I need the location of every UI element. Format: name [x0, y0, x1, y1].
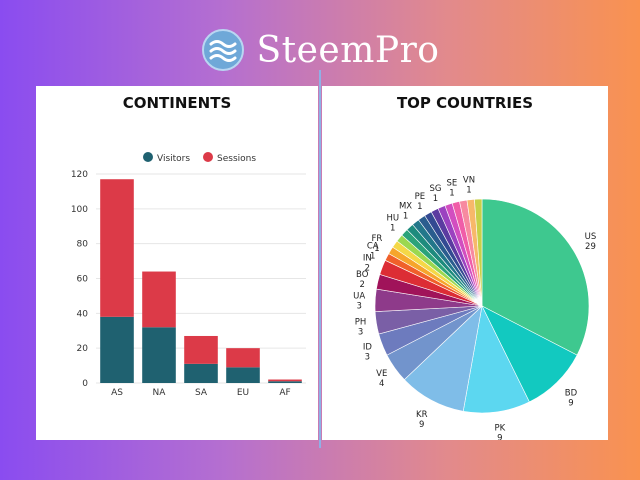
- pie-value-label: 9: [497, 434, 502, 440]
- pie-label: ID: [363, 343, 373, 353]
- x-tick-label: NA: [153, 388, 167, 398]
- pie-label: BD: [565, 389, 578, 399]
- bar-visitors-eu: [226, 367, 260, 383]
- pie-value-label: 3: [356, 301, 361, 311]
- pie-slice: [474, 198, 483, 307]
- pie-value-label: 1: [433, 194, 438, 204]
- pie-value-label: 1: [390, 223, 395, 233]
- legend-label: Visitors: [157, 154, 190, 164]
- bar-sessions-af: [268, 379, 302, 382]
- continents-bar-chart: 0 20 40 60 80 100 120 AS NA SA EU AF Visitors Session…: [71, 152, 306, 398]
- pie-value-label: 1: [449, 189, 454, 199]
- pie-slice-us: [481, 198, 590, 356]
- countries-title: TOP COUNTRIES: [396, 94, 534, 112]
- continents-panel: CONTINENTS 0 20 40 60 80 100 120 AS NA SA EU AF Visi…: [36, 86, 318, 440]
- pie-label: KR: [416, 410, 428, 420]
- legend-label: Sessions: [217, 154, 256, 164]
- pie-label: US: [585, 232, 597, 242]
- y-tick-label: 20: [77, 344, 89, 354]
- pie-label: IN: [363, 253, 372, 263]
- pie-value-label: 9: [568, 399, 573, 409]
- bar-sessions-as: [100, 179, 134, 317]
- pie-value-label: 1: [370, 252, 375, 262]
- pie-label: SE: [447, 179, 458, 189]
- bar-visitors-na: [142, 327, 176, 383]
- pie-value-label: 1: [374, 244, 379, 254]
- pie-label: MX: [399, 202, 412, 212]
- pie-label: PK: [495, 424, 506, 434]
- panel-divider: [319, 70, 321, 448]
- continents-title: CONTINENTS: [122, 94, 232, 112]
- pie-value-label: 4: [379, 379, 384, 389]
- pie-label: CA: [367, 242, 379, 252]
- x-tick-label: EU: [237, 388, 249, 398]
- bar-visitors-sa: [184, 363, 218, 383]
- steempro-logo-icon: [201, 29, 244, 71]
- pie-label: PE: [415, 192, 426, 202]
- x-tick-label: AS: [111, 388, 123, 398]
- y-tick-label: 40: [77, 309, 89, 319]
- bar-sessions-eu: [226, 348, 260, 368]
- pie-value-label: 9: [419, 420, 424, 430]
- pie-label: VE: [376, 369, 387, 379]
- bar-visitors-as: [100, 316, 134, 383]
- pie-label: VN: [463, 176, 475, 186]
- pie-label: FR: [372, 234, 383, 244]
- y-tick-label: 120: [71, 170, 88, 180]
- pie-label: UA: [353, 291, 365, 301]
- pie-value-label: 3: [358, 327, 363, 337]
- countries-panel: TOP COUNTRIES US 29 BD 9 PK 9 KR 9 VE 4 ID 3 PH 3 UA 3 B…: [322, 86, 608, 440]
- bar-visitors-af: [268, 381, 302, 383]
- pie-value-label: 29: [585, 242, 596, 252]
- x-tick-label: AF: [279, 388, 290, 398]
- pie-value-label: 1: [466, 186, 471, 196]
- bar-sessions-sa: [184, 335, 218, 364]
- y-tick-label: 60: [77, 275, 89, 285]
- pie-label: HU: [386, 213, 399, 223]
- x-tick-label: SA: [195, 388, 208, 398]
- y-tick-label: 0: [82, 379, 88, 389]
- y-tick-label: 100: [71, 205, 88, 215]
- bar-sessions-na: [142, 271, 176, 328]
- pie-value-label: 2: [360, 280, 365, 290]
- legend-marker: [203, 152, 213, 162]
- countries-pie-chart: US29BD9PK9KR9VE4ID3PH3UA3BO2IN2CA1FR1HU1…: [353, 176, 597, 440]
- pie-label: SG: [429, 184, 441, 194]
- brand-header: SteemPro: [0, 24, 640, 76]
- pie-value-label: 1: [403, 212, 408, 222]
- pie-value-label: 2: [365, 263, 370, 273]
- legend-marker: [143, 152, 153, 162]
- pie-value-label: 1: [417, 202, 422, 212]
- pie-label: PH: [355, 317, 367, 327]
- pie-label: BO: [356, 270, 369, 280]
- y-tick-label: 80: [77, 240, 89, 250]
- pie-value-label: 3: [365, 353, 370, 363]
- brand-name: SteemPro: [256, 29, 440, 71]
